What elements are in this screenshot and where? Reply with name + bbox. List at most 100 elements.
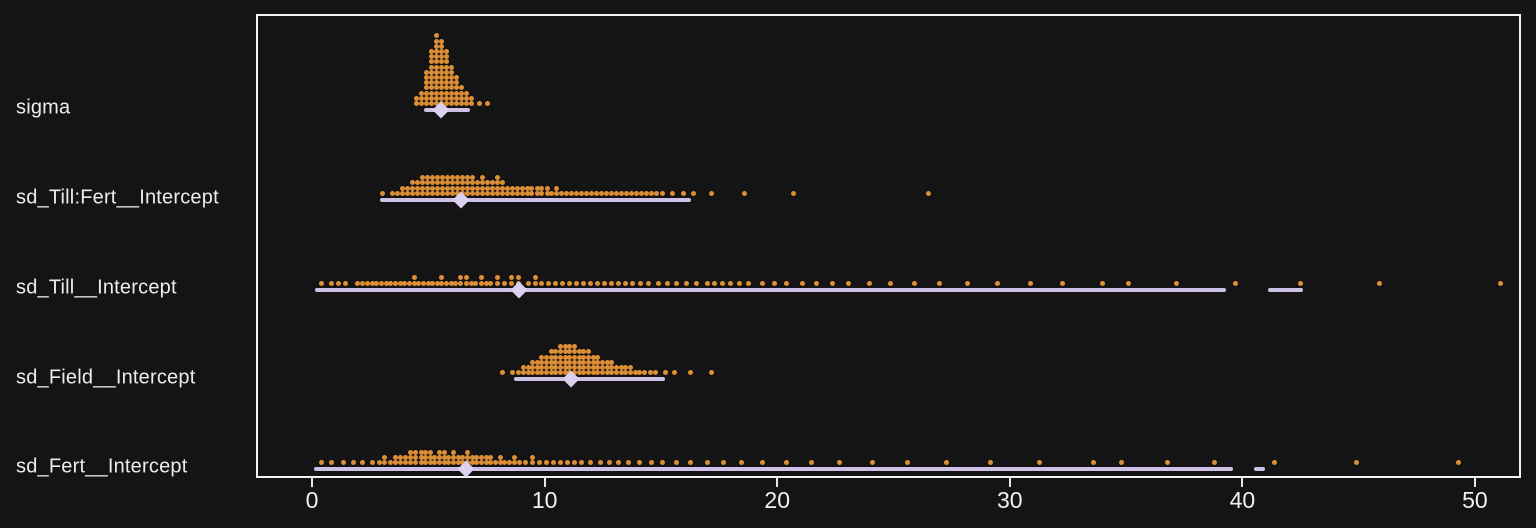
dot bbox=[711, 280, 717, 286]
dot bbox=[585, 359, 591, 365]
dot bbox=[551, 460, 557, 465]
dot bbox=[463, 280, 469, 286]
dot bbox=[629, 190, 635, 196]
dot bbox=[444, 80, 450, 86]
dot bbox=[464, 185, 470, 191]
dot bbox=[558, 349, 564, 355]
x-axis-tick bbox=[1008, 478, 1011, 487]
dot bbox=[459, 85, 465, 91]
x-axis-tick bbox=[543, 478, 546, 487]
dot bbox=[351, 460, 357, 465]
interval-line bbox=[1253, 467, 1266, 471]
y-axis-label-sd-fert-intercept: sd_Fert__Intercept bbox=[16, 455, 188, 478]
dot bbox=[623, 280, 629, 286]
dot bbox=[534, 370, 540, 376]
dot bbox=[576, 359, 582, 365]
dot bbox=[474, 185, 480, 191]
dot bbox=[444, 54, 450, 60]
dot bbox=[434, 59, 440, 65]
dot bbox=[509, 190, 515, 196]
dot bbox=[449, 80, 455, 86]
dot bbox=[360, 460, 366, 465]
dot bbox=[510, 370, 516, 376]
dot bbox=[427, 460, 433, 465]
dot bbox=[439, 80, 445, 86]
plot-panel bbox=[256, 14, 1521, 478]
dot bbox=[641, 370, 647, 376]
dot bbox=[644, 190, 650, 196]
dot bbox=[469, 180, 475, 186]
dot bbox=[444, 90, 450, 96]
dot bbox=[559, 190, 565, 196]
dot bbox=[648, 460, 654, 465]
dot bbox=[594, 190, 600, 196]
dot bbox=[369, 460, 375, 465]
dot bbox=[454, 185, 460, 191]
dot bbox=[623, 370, 629, 376]
dot bbox=[558, 354, 564, 360]
dot bbox=[454, 80, 460, 86]
dot bbox=[395, 190, 401, 196]
dot bbox=[400, 190, 406, 196]
dot bbox=[494, 185, 500, 191]
dot bbox=[590, 354, 596, 360]
dot bbox=[630, 280, 636, 286]
dot bbox=[449, 185, 455, 191]
dot bbox=[519, 190, 525, 196]
dot bbox=[420, 185, 426, 191]
dot bbox=[382, 454, 388, 460]
dot bbox=[553, 349, 559, 355]
dot bbox=[509, 185, 515, 191]
dot bbox=[662, 370, 668, 376]
dot bbox=[572, 344, 578, 350]
dot bbox=[429, 64, 435, 70]
dot bbox=[634, 190, 640, 196]
dot bbox=[424, 80, 430, 86]
dot bbox=[544, 370, 550, 376]
dot bbox=[585, 365, 591, 371]
dot bbox=[599, 359, 605, 365]
dot bbox=[328, 460, 334, 465]
dot bbox=[995, 280, 1001, 286]
dot bbox=[599, 370, 605, 376]
dot bbox=[509, 275, 515, 281]
dot bbox=[590, 365, 596, 371]
dot bbox=[425, 185, 431, 191]
dot bbox=[681, 190, 687, 196]
dot bbox=[388, 460, 394, 465]
dot bbox=[604, 365, 610, 371]
dot bbox=[445, 185, 451, 191]
dot bbox=[567, 344, 573, 350]
dot bbox=[569, 190, 575, 196]
interval-line bbox=[315, 287, 1226, 292]
dot bbox=[449, 85, 455, 91]
dot bbox=[537, 460, 543, 465]
x-axis-tick-label: 50 bbox=[1462, 487, 1488, 513]
dot bbox=[360, 280, 366, 286]
dot bbox=[704, 460, 710, 465]
dot bbox=[1211, 460, 1217, 465]
dot bbox=[669, 190, 675, 196]
dot bbox=[429, 185, 435, 191]
dot bbox=[429, 75, 435, 80]
dot bbox=[410, 185, 416, 191]
dot bbox=[516, 275, 522, 281]
dot bbox=[558, 359, 564, 365]
dot bbox=[1353, 460, 1359, 465]
x-axis-tick bbox=[776, 478, 779, 487]
dot bbox=[410, 190, 416, 196]
dot bbox=[562, 354, 568, 360]
dot bbox=[529, 185, 535, 191]
dot bbox=[572, 370, 578, 376]
dot bbox=[549, 190, 555, 196]
dot bbox=[584, 190, 590, 196]
dot bbox=[553, 354, 559, 360]
dot bbox=[474, 190, 480, 196]
dot bbox=[534, 359, 540, 365]
dot bbox=[429, 90, 435, 96]
dot bbox=[548, 354, 554, 360]
dot bbox=[464, 180, 470, 186]
dot bbox=[567, 280, 573, 286]
dot bbox=[449, 95, 455, 101]
dot bbox=[469, 454, 475, 460]
